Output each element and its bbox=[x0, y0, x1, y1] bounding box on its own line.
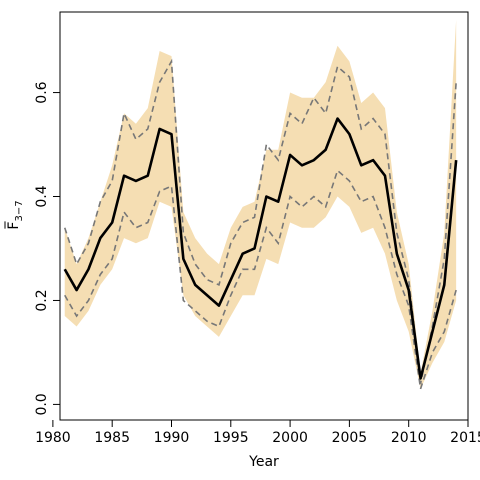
y-axis-title-main: F̅ bbox=[4, 221, 22, 230]
y-axis-title-subscript: 3−7 bbox=[14, 200, 25, 221]
series-line-layer bbox=[63, 58, 458, 390]
confidence-band bbox=[64, 19, 457, 389]
upper-interval-line bbox=[63, 58, 457, 384]
x-tick-label: 1995 bbox=[213, 430, 249, 446]
x-tick-label: 1980 bbox=[35, 430, 71, 446]
y-tick-label: 0.0 bbox=[34, 393, 50, 415]
y-tick-label: 0.6 bbox=[34, 81, 50, 103]
y-tick-label: 0.2 bbox=[34, 289, 50, 311]
x-tick-label: 2010 bbox=[391, 430, 427, 446]
plot-frame bbox=[59, 11, 469, 421]
y-axis: 0.0 0.2 0.4 0.6 bbox=[34, 81, 60, 416]
x-tick-label: 2015 bbox=[450, 430, 480, 446]
y-tick-label: 0.4 bbox=[34, 185, 50, 207]
confidence-band-layer bbox=[64, 19, 457, 389]
lower-interval-line bbox=[64, 169, 457, 390]
estimate-line bbox=[63, 117, 458, 380]
x-axis-title: Year bbox=[248, 454, 279, 470]
x-tick-label: 1990 bbox=[154, 430, 190, 446]
x-tick-label: 2000 bbox=[272, 430, 308, 446]
y-axis-title: F̅3−7 bbox=[4, 200, 25, 229]
x-axis: 1980 1985 1990 1995 2000 2005 2010 2015 bbox=[35, 420, 480, 446]
x-tick-label: 1985 bbox=[94, 430, 130, 446]
x-tick-label: 2005 bbox=[332, 430, 368, 446]
